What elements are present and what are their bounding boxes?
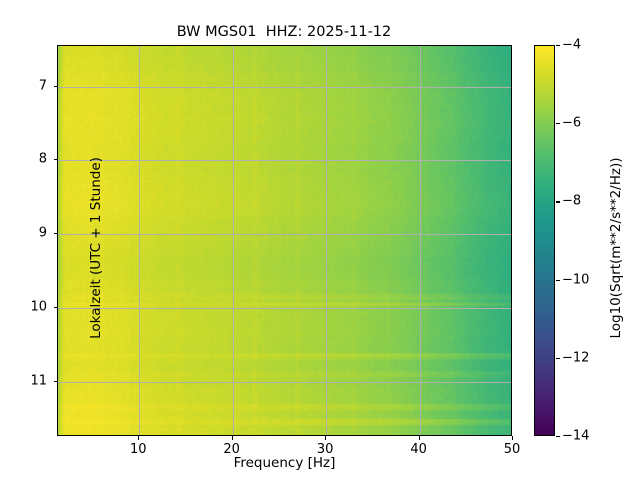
x-axis-tick	[231, 436, 233, 440]
x-axis-tick	[325, 436, 327, 440]
y-axis-tick-label: 7	[38, 78, 47, 94]
gridline-vertical	[419, 46, 421, 435]
colorbar-tick-label: −12	[562, 350, 590, 366]
colorbar-tick	[556, 357, 560, 359]
y-axis-tick-label: 11	[30, 373, 47, 389]
gridline-horizontal	[58, 86, 511, 88]
y-axis-tick	[53, 159, 57, 161]
y-axis-tick	[53, 85, 57, 87]
spectrogram-image	[58, 46, 511, 435]
colorbar-tick-label: −4	[562, 37, 582, 53]
x-axis-tick-label: 20	[223, 442, 240, 457]
x-axis-tick-label: 50	[503, 442, 521, 457]
page-title: BW MGS01 HHZ: 2025-11-12	[176, 24, 392, 40]
y-axis-tick-label: 10	[30, 299, 47, 315]
x-axis-tick-label: 10	[130, 442, 147, 457]
colorbar-gradient	[535, 46, 554, 435]
colorbar	[534, 45, 555, 436]
gridline-vertical	[139, 46, 141, 435]
colorbar-tick	[556, 279, 560, 281]
y-axis-tick	[53, 233, 57, 235]
y-axis-label: Lokalzeit (UTC + 1 Stunde)	[88, 157, 104, 339]
colorbar-label: Log10(Sqrt(m**2/s**2/Hz))	[608, 157, 624, 339]
gridline-vertical	[232, 46, 234, 435]
colorbar-tick	[556, 436, 560, 438]
x-axis-tick-label: 40	[410, 442, 427, 457]
y-axis-tick-label: 8	[38, 151, 47, 167]
x-axis-tick-label: 30	[316, 442, 334, 457]
colorbar-tick	[556, 45, 560, 47]
colorbar-tick-label: −6	[562, 115, 582, 131]
y-axis-tick-label: 9	[38, 225, 47, 241]
colorbar-tick-label: −8	[562, 193, 582, 209]
colorbar-tick	[556, 201, 560, 203]
colorbar-tick-label: −10	[562, 272, 590, 288]
y-axis-tick	[53, 306, 57, 309]
colorbar-tick	[556, 123, 560, 125]
gridline-horizontal	[58, 381, 511, 383]
y-axis-tick	[53, 380, 57, 382]
gridline-horizontal	[58, 307, 511, 309]
gridline-horizontal	[58, 160, 511, 162]
x-axis-tick	[512, 436, 514, 440]
x-axis-tick	[418, 436, 420, 440]
gridline-horizontal	[58, 234, 511, 236]
colorbar-tick-label: −14	[562, 428, 590, 444]
x-axis-tick	[138, 436, 140, 440]
gridline-vertical	[326, 46, 328, 435]
spectrogram-plot-area	[57, 45, 512, 436]
x-axis-label: Frequency [Hz]	[233, 455, 336, 471]
